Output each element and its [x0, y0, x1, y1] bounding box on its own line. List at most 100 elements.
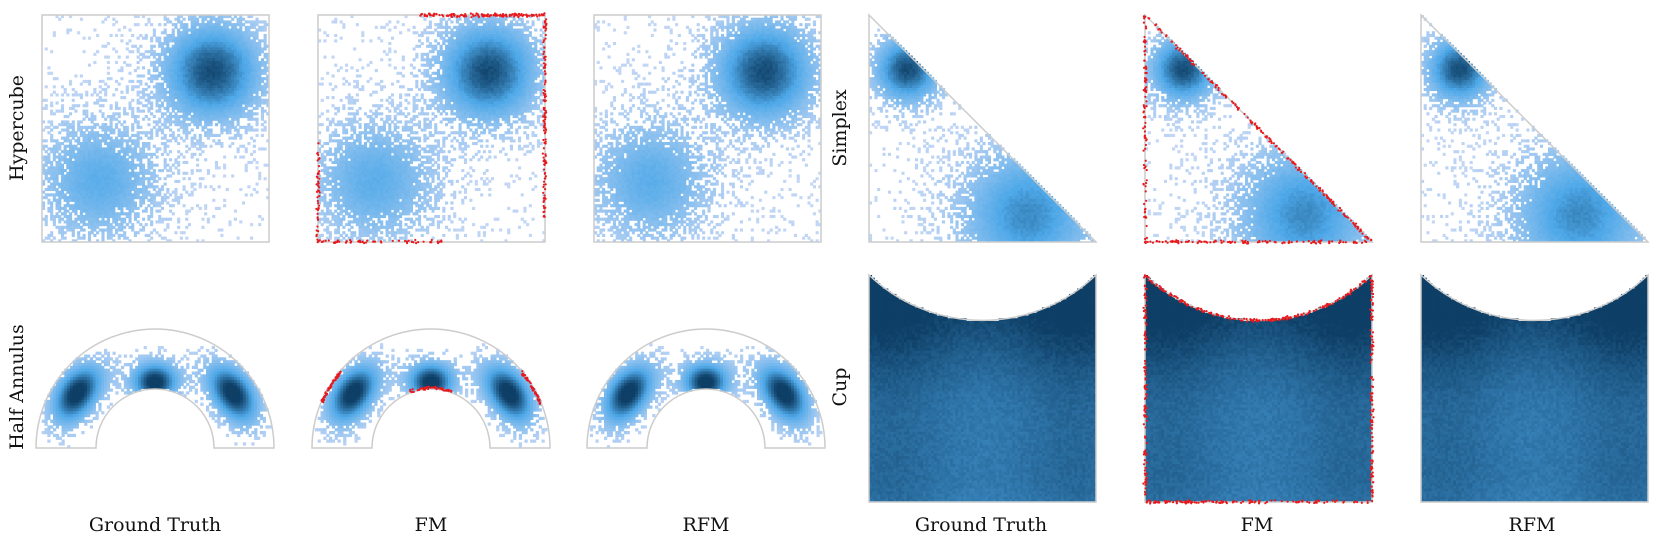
- hypercube-density-cell: [131, 85, 135, 89]
- hypercube-density-cell: [388, 139, 392, 143]
- hypercube-density-cell: [209, 36, 213, 40]
- hypercube-density-cell: [112, 212, 116, 216]
- hypercube-density-cell: [204, 204, 208, 208]
- hypercube-density-cell: [87, 236, 92, 240]
- hypercube-density-cell: [82, 131, 86, 135]
- hypercube-density-cell: [114, 196, 119, 200]
- hypercube-density-cell: [82, 163, 86, 167]
- hypercube-density-cell: [193, 112, 197, 116]
- hypercube-density-cell: [318, 182, 322, 186]
- hypercube-density-cell: [177, 96, 181, 100]
- hypercube-density-cell: [358, 231, 362, 235]
- hypercube-density-cell: [74, 220, 78, 224]
- hypercube-density-cell: [401, 201, 405, 205]
- hypercube-density-cell: [377, 236, 381, 240]
- hypercube-density-cell: [355, 223, 359, 227]
- hypercube-density-cell: [69, 152, 73, 156]
- hypercube-density-cell: [85, 223, 89, 227]
- hypercube-density-cell: [409, 87, 413, 92]
- hypercube-density-cell: [407, 206, 411, 210]
- hypercube-density-cell: [252, 85, 256, 89]
- col-label-fm-left: FM: [415, 514, 448, 536]
- hypercube-density-cell: [139, 182, 143, 186]
- hypercube-density-cell: [396, 106, 400, 110]
- hypercube-density-cell: [69, 160, 73, 165]
- hypercube-density-cell: [241, 60, 246, 65]
- hypercube-density-cell: [55, 182, 59, 186]
- hypercube-density-cell: [217, 74, 221, 78]
- hypercube-density-cell: [385, 120, 389, 124]
- hypercube-density-cell: [382, 147, 386, 151]
- hypercube-density-cell: [228, 42, 232, 46]
- hypercube-density-cell: [214, 25, 219, 29]
- hypercube-density-cell: [166, 104, 170, 108]
- hypercube-density-cell: [323, 39, 327, 43]
- hypercube-density-cell: [412, 177, 416, 181]
- hypercube-density-cell: [417, 87, 422, 92]
- hypercube-density-cell: [125, 185, 129, 189]
- hypercube-density-cell: [236, 87, 240, 92]
- hypercube-density-cell: [196, 31, 200, 35]
- hypercube-density-cell: [209, 69, 213, 73]
- hypercube-density-cell: [250, 98, 254, 102]
- hypercube-density-cell: [93, 158, 97, 162]
- hypercube-density-cell: [263, 23, 267, 27]
- hypercube-density-cell: [220, 114, 224, 119]
- hypercube-density-cell: [169, 66, 173, 70]
- hypercube-density-cell: [169, 98, 173, 102]
- hypercube-density-cell: [382, 50, 386, 54]
- hypercube-density-cell: [342, 163, 346, 167]
- hypercube-density-cell: [369, 114, 373, 119]
- hypercube-density-cell: [190, 193, 194, 197]
- hypercube-density-cell: [93, 217, 97, 221]
- hypercube-density-cell: [101, 204, 105, 208]
- hypercube-density-cell: [90, 182, 94, 186]
- hypercube-density-cell: [404, 198, 408, 202]
- hypercube-density-cell: [415, 212, 419, 216]
- hypercube-density-cell: [377, 150, 381, 154]
- hypercube-density-cell: [152, 193, 156, 197]
- hypercube-density-cell: [255, 58, 259, 62]
- hypercube-density-cell: [217, 60, 221, 65]
- hypercube-density-cell: [136, 50, 140, 54]
- hypercube-density-cell: [220, 117, 224, 121]
- hypercube-density-cell: [66, 182, 70, 186]
- hypercube-density-cell: [260, 106, 264, 110]
- hypercube-density-cell: [177, 71, 181, 75]
- hypercube-density-cell: [320, 217, 324, 221]
- hypercube-density-cell: [260, 109, 264, 113]
- hypercube-density-cell: [212, 69, 216, 73]
- hypercube-density-cell: [409, 71, 413, 75]
- hypercube-density-cell: [128, 171, 132, 175]
- hypercube-density-cell: [79, 128, 83, 132]
- hypercube-density-cell: [228, 79, 232, 83]
- hypercube-density-cell: [323, 204, 327, 208]
- hypercube-density-cell: [109, 33, 113, 38]
- hypercube-density-cell: [353, 98, 357, 102]
- hypercube-density-cell: [204, 28, 208, 32]
- hypercube-density-cell: [98, 204, 102, 208]
- hypercube-density-cell: [174, 123, 178, 127]
- hypercube-density-cell: [190, 190, 194, 194]
- hypercube-density-cell: [93, 28, 97, 32]
- hypercube-density-cell: [231, 98, 235, 102]
- hypercube-density-cell: [263, 147, 267, 151]
- hypercube-density-cell: [239, 69, 243, 73]
- hypercube-density-cell: [399, 223, 403, 227]
- hypercube-density-cell: [396, 169, 400, 173]
- hypercube-density-cell: [204, 133, 208, 137]
- hypercube-density-cell: [87, 220, 92, 224]
- hypercube-density-cell: [185, 52, 189, 56]
- hypercube-density-cell: [258, 28, 262, 32]
- hypercube-density-cell: [382, 239, 386, 243]
- hypercube-density-cell: [131, 33, 135, 38]
- hypercube-density-cell: [220, 104, 224, 108]
- hypercube-density-cell: [74, 93, 78, 97]
- hypercube-density-cell: [112, 158, 116, 162]
- hypercube-density-cell: [382, 193, 386, 197]
- hypercube-density-cell: [96, 150, 100, 154]
- hypercube-density-cell: [353, 233, 357, 237]
- hypercube-density-cell: [380, 87, 384, 92]
- hypercube-density-cell: [244, 169, 248, 173]
- hypercube-density-cell: [345, 193, 349, 197]
